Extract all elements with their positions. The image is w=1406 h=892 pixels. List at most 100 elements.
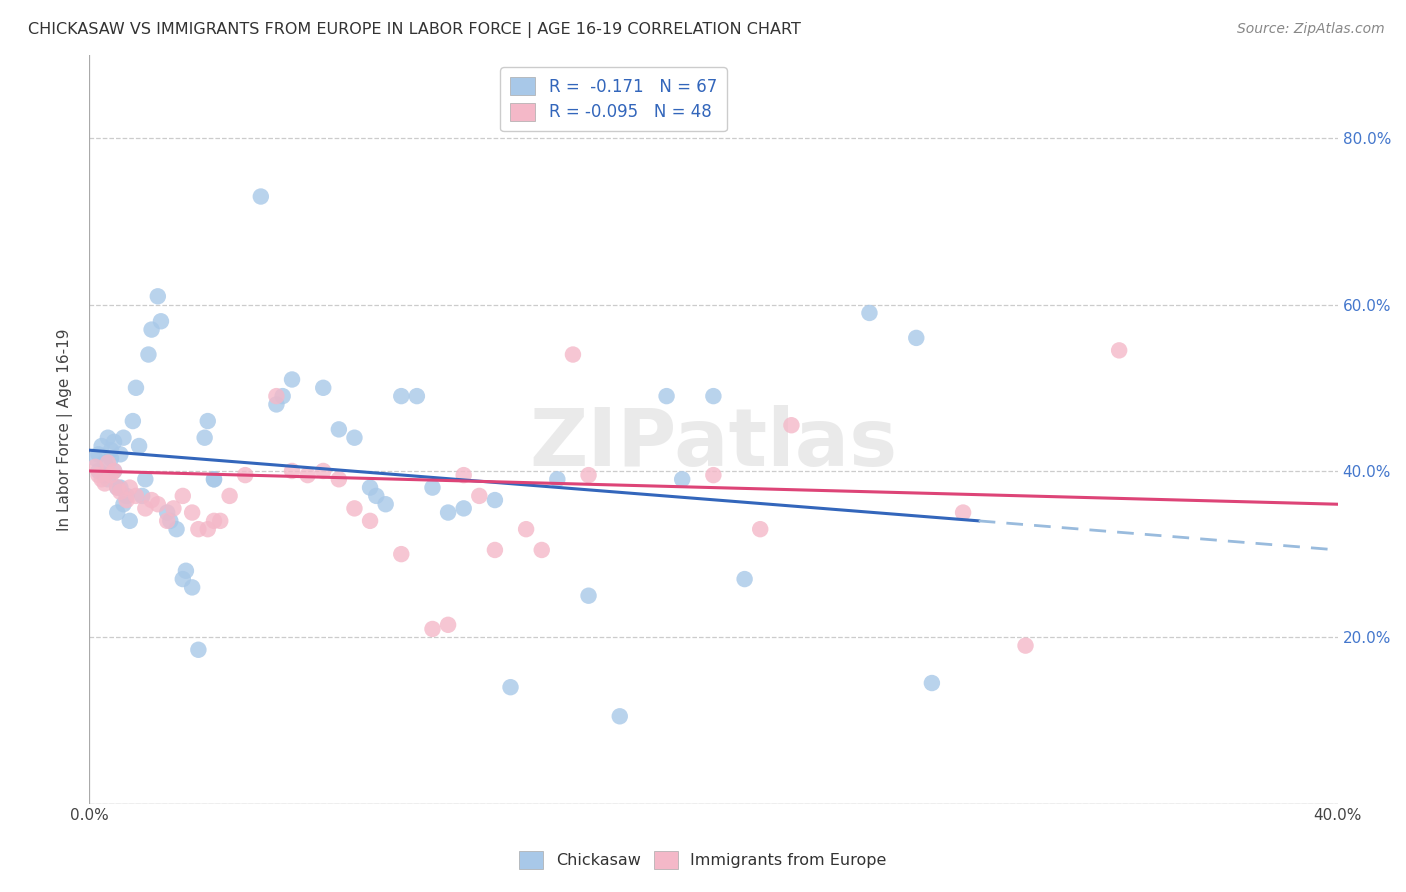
- Point: [187, 522, 209, 536]
- Point: [149, 314, 172, 328]
- Point: [328, 472, 350, 486]
- Point: [110, 447, 132, 461]
- Point: [174, 564, 197, 578]
- Point: [87, 468, 110, 483]
- Point: [266, 397, 288, 411]
- Point: [103, 464, 125, 478]
- Point: [112, 497, 135, 511]
- Point: [905, 331, 928, 345]
- Point: [233, 468, 256, 483]
- Point: [453, 501, 475, 516]
- Point: [281, 464, 304, 478]
- Point: [312, 464, 335, 478]
- Point: [281, 372, 304, 386]
- Point: [87, 464, 110, 478]
- Point: [100, 468, 122, 483]
- Point: [389, 389, 412, 403]
- Point: [366, 489, 388, 503]
- Point: [780, 418, 803, 433]
- Point: [97, 456, 120, 470]
- Point: [749, 522, 772, 536]
- Point: [105, 506, 128, 520]
- Point: [202, 472, 225, 486]
- Point: [110, 481, 132, 495]
- Point: [166, 522, 188, 536]
- Point: [266, 389, 288, 403]
- Point: [162, 501, 184, 516]
- Point: [328, 422, 350, 436]
- Point: [530, 543, 553, 558]
- Point: [218, 489, 240, 503]
- Point: [1108, 343, 1130, 358]
- Point: [87, 447, 110, 461]
- Point: [453, 468, 475, 483]
- Point: [105, 481, 128, 495]
- Point: [141, 493, 163, 508]
- Legend: Chickasaw, Immigrants from Europe: Chickasaw, Immigrants from Europe: [513, 845, 893, 875]
- Point: [197, 414, 219, 428]
- Point: [134, 501, 156, 516]
- Point: [578, 468, 600, 483]
- Point: [125, 381, 148, 395]
- Point: [202, 472, 225, 486]
- Point: [209, 514, 232, 528]
- Point: [374, 497, 396, 511]
- Point: [422, 481, 444, 495]
- Point: [202, 514, 225, 528]
- Point: [172, 572, 194, 586]
- Point: [515, 522, 537, 536]
- Point: [172, 489, 194, 503]
- Point: [125, 489, 148, 503]
- Point: [146, 497, 169, 511]
- Point: [952, 506, 974, 520]
- Point: [181, 506, 204, 520]
- Point: [103, 434, 125, 449]
- Point: [406, 389, 429, 403]
- Point: [468, 489, 491, 503]
- Point: [343, 431, 366, 445]
- Point: [94, 468, 117, 483]
- Point: [90, 472, 112, 486]
- Point: [359, 481, 381, 495]
- Point: [84, 459, 107, 474]
- Point: [131, 489, 153, 503]
- Point: [110, 484, 132, 499]
- Point: [734, 572, 756, 586]
- Point: [159, 514, 181, 528]
- Point: [359, 514, 381, 528]
- Point: [858, 306, 880, 320]
- Point: [671, 472, 693, 486]
- Legend: R =  -0.171   N = 67, R = -0.095   N = 48: R = -0.171 N = 67, R = -0.095 N = 48: [501, 67, 727, 131]
- Point: [118, 514, 141, 528]
- Point: [250, 189, 273, 203]
- Point: [422, 622, 444, 636]
- Point: [97, 472, 120, 486]
- Point: [84, 451, 107, 466]
- Point: [609, 709, 631, 723]
- Text: CHICKASAW VS IMMIGRANTS FROM EUROPE IN LABOR FORCE | AGE 16-19 CORRELATION CHART: CHICKASAW VS IMMIGRANTS FROM EUROPE IN L…: [28, 22, 801, 38]
- Y-axis label: In Labor Force | Age 16-19: In Labor Force | Age 16-19: [58, 328, 73, 531]
- Point: [121, 414, 143, 428]
- Point: [146, 289, 169, 303]
- Point: [546, 472, 568, 486]
- Point: [484, 543, 506, 558]
- Point: [578, 589, 600, 603]
- Point: [112, 431, 135, 445]
- Point: [115, 489, 138, 503]
- Point: [187, 642, 209, 657]
- Point: [181, 581, 204, 595]
- Point: [655, 389, 678, 403]
- Point: [94, 476, 117, 491]
- Point: [312, 381, 335, 395]
- Point: [103, 464, 125, 478]
- Point: [100, 443, 122, 458]
- Point: [141, 322, 163, 336]
- Point: [90, 439, 112, 453]
- Point: [128, 439, 150, 453]
- Point: [702, 389, 724, 403]
- Point: [194, 431, 217, 445]
- Point: [115, 493, 138, 508]
- Point: [297, 468, 319, 483]
- Point: [156, 514, 179, 528]
- Point: [197, 522, 219, 536]
